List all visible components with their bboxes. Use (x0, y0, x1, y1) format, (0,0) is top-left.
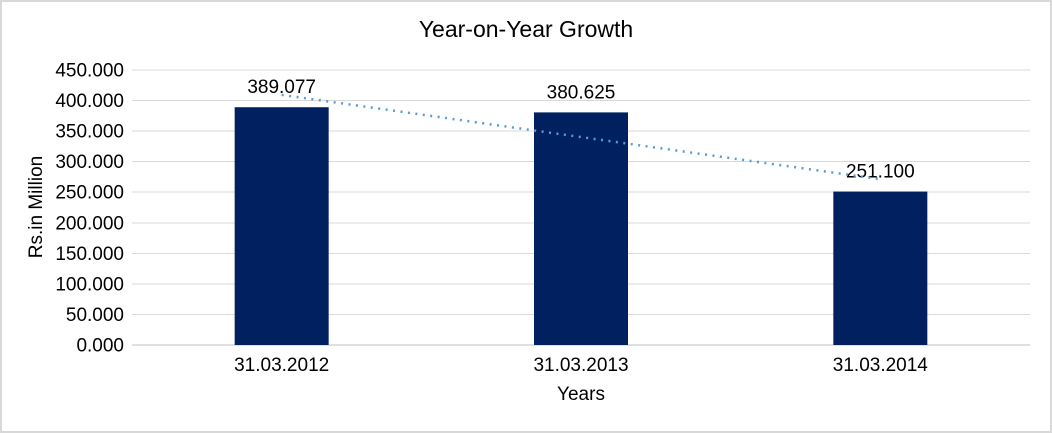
y-tick-label: 350.000 (55, 122, 124, 143)
y-tick-label: 100.000 (55, 274, 124, 295)
x-tick-label: 31.03.2013 (533, 355, 628, 376)
y-tick-label: 200.000 (55, 213, 124, 234)
bar-1 (534, 112, 628, 345)
y-tick-label: 400.000 (55, 91, 124, 112)
data-label: 389.077 (247, 77, 316, 98)
y-tick-label: 450.000 (55, 61, 124, 82)
data-label: 380.625 (547, 82, 616, 103)
y-tick-label: 50.000 (66, 305, 124, 326)
chart-title: Year-on-Year Growth (418, 16, 634, 42)
y-tick-label: 300.000 (55, 152, 124, 173)
bar-2 (833, 191, 928, 345)
data-label: 251.100 (846, 162, 915, 183)
x-tick-label: 31.03.2014 (833, 355, 929, 376)
x-axis-title: Years (557, 384, 605, 405)
trendline (281, 93, 881, 181)
bar-0 (234, 107, 329, 346)
y-tick-label: 150.000 (55, 244, 124, 265)
y-tick-label: 0.000 (76, 336, 124, 357)
x-tick-label: 31.03.2012 (234, 355, 329, 376)
y-tick-label: 250.000 (55, 183, 124, 204)
